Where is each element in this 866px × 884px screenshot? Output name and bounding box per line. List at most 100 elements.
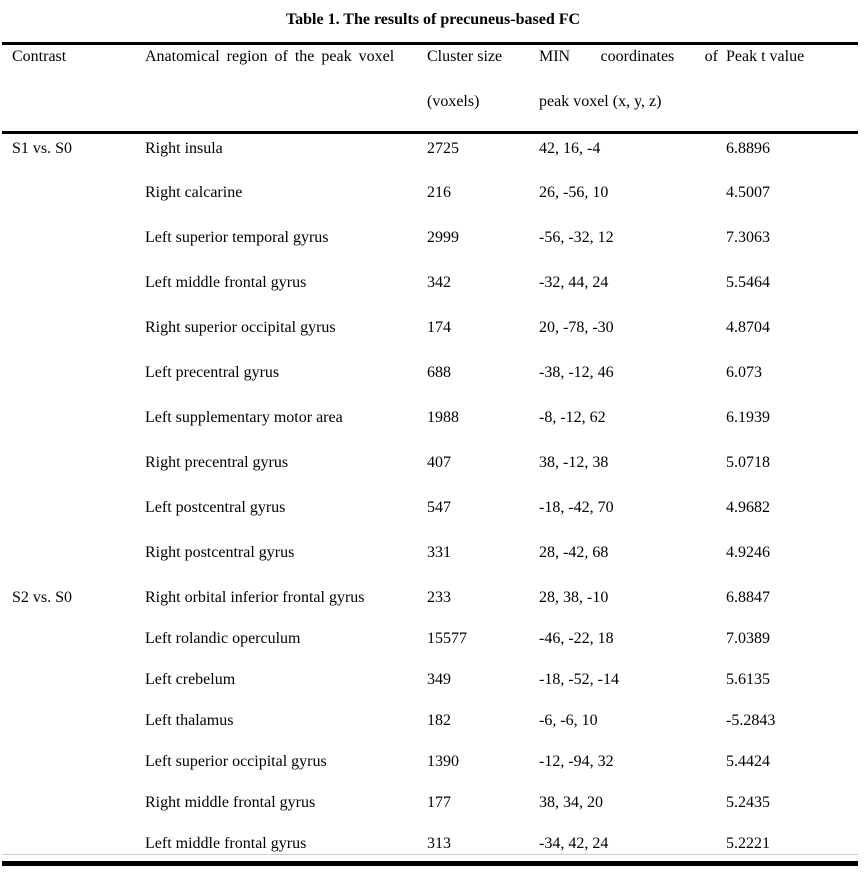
bottom-rule-spacer xyxy=(2,854,858,864)
cell-region: Right insula xyxy=(145,140,223,157)
cell-coordinates: 26, -56, 10 xyxy=(539,183,609,201)
cell-region: Left rolandic operculum xyxy=(145,629,301,647)
cell-cluster-size: 688 xyxy=(427,363,451,381)
header-cluster-line2: (voxels) xyxy=(427,93,480,110)
cell-cluster-size: 407 xyxy=(427,453,451,471)
cell-peak-t: 4.9682 xyxy=(726,498,770,516)
fc-results-table: Contrast Anatomical region of the peak v… xyxy=(2,42,858,866)
cell-region: Left superior occipital gyrus xyxy=(145,752,327,770)
cell-peak-t: 6.073 xyxy=(726,363,762,381)
header-region-line2 xyxy=(145,90,427,131)
cell-contrast xyxy=(2,706,145,747)
cell-coordinates: 38, -12, 38 xyxy=(539,453,609,471)
cell-region: Left postcentral gyrus xyxy=(145,498,286,516)
cell-contrast xyxy=(2,747,145,788)
cell-coordinates: 28, -42, 68 xyxy=(539,543,609,561)
table-foot xyxy=(2,854,858,864)
header-region-line1: Anatomical region of the peak voxel xyxy=(145,48,395,65)
cell-contrast xyxy=(2,223,145,268)
cell-contrast xyxy=(2,788,145,829)
col-header-region: Anatomical region of the peak voxel xyxy=(145,44,427,133)
cell-region: Left superior temporal gyrus xyxy=(145,228,329,246)
cell-coordinates: -8, -12, 62 xyxy=(539,408,606,426)
table-row: Right postcentral gyrus 331 28, -42, 68 … xyxy=(2,538,858,583)
cell-peak-t: 6.8896 xyxy=(726,140,770,157)
cell-region: Right calcarine xyxy=(145,183,243,201)
cell-contrast xyxy=(2,448,145,493)
cell-region: Right superior occipital gyrus xyxy=(145,318,336,336)
cell-coordinates: 20, -78, -30 xyxy=(539,318,614,336)
col-header-contrast: Contrast xyxy=(2,44,145,133)
cell-region: Left precentral gyrus xyxy=(145,363,280,381)
bottom-rule-spacer-row xyxy=(2,854,858,864)
cell-coordinates: -56, -32, 12 xyxy=(539,228,614,246)
cell-cluster-size: 177 xyxy=(427,793,451,811)
cell-contrast xyxy=(2,313,145,358)
cell-coordinates: -18, -52, -14 xyxy=(539,670,619,688)
cell-contrast xyxy=(2,624,145,665)
table-row: Right precentral gyrus 407 38, -12, 38 5… xyxy=(2,448,858,493)
cell-coordinates: -12, -94, 32 xyxy=(539,752,614,770)
table-row: Left postcentral gyrus 547 -18, -42, 70 … xyxy=(2,493,858,538)
cell-peak-t: 5.2221 xyxy=(726,834,770,852)
cell-peak-t: 4.5007 xyxy=(726,183,770,201)
cell-contrast xyxy=(2,178,145,223)
cell-peak-t: 7.0389 xyxy=(726,629,770,647)
cell-coordinates: -46, -22, 18 xyxy=(539,629,614,647)
header-row: Contrast Anatomical region of the peak v… xyxy=(2,44,858,133)
cell-coordinates: 42, 16, -4 xyxy=(539,140,601,157)
cell-peak-t: 5.6135 xyxy=(726,670,770,688)
header-contrast-line2 xyxy=(12,90,145,131)
cell-peak-t: 6.1939 xyxy=(726,408,770,426)
cell-coordinates: -32, 44, 24 xyxy=(539,273,609,291)
cell-cluster-size: 1988 xyxy=(427,408,459,426)
cell-contrast xyxy=(2,538,145,583)
cell-coordinates: -34, 42, 24 xyxy=(539,834,609,852)
col-header-coordinates: MIN coordinates of peak voxel (x, y, z) xyxy=(539,44,726,133)
cell-cluster-size: 15577 xyxy=(427,629,467,647)
header-coordinates-line2: peak voxel (x, y, z) xyxy=(539,93,662,110)
cell-peak-t: 5.2435 xyxy=(726,793,770,811)
table-row: Right superior occipital gyrus 174 20, -… xyxy=(2,313,858,358)
table-row: S1 vs. S0 Right insula 2725 42, 16, -4 6… xyxy=(2,133,858,178)
cell-region: Right middle frontal gyrus xyxy=(145,793,316,811)
cell-cluster-size: 547 xyxy=(427,498,451,516)
table-row: Left superior occipital gyrus 1390 -12, … xyxy=(2,747,858,788)
cell-region: Right precentral gyrus xyxy=(145,453,289,471)
cell-contrast xyxy=(2,829,145,855)
table-header: Contrast Anatomical region of the peak v… xyxy=(2,44,858,133)
cell-region: Right orbital inferior frontal gyrus xyxy=(145,588,365,606)
cell-region: Left middle frontal gyrus xyxy=(145,834,307,852)
cell-cluster-size: 2999 xyxy=(427,228,459,246)
cell-contrast: S1 vs. S0 xyxy=(12,140,73,157)
cell-peak-t: 6.8847 xyxy=(726,588,770,606)
cell-peak-t: 5.5464 xyxy=(726,273,770,291)
cell-contrast xyxy=(2,358,145,403)
cell-contrast xyxy=(2,403,145,448)
cell-contrast xyxy=(2,268,145,313)
cell-contrast: S2 vs. S0 xyxy=(12,588,73,606)
cell-region: Left thalamus xyxy=(145,711,234,729)
table-row: Left middle frontal gyrus 313 -34, 42, 2… xyxy=(2,829,858,855)
header-coordinates-line1: MIN coordinates of xyxy=(539,48,718,65)
cell-coordinates: 38, 34, 20 xyxy=(539,793,603,811)
table-row: Right calcarine 216 26, -56, 10 4.5007 xyxy=(2,178,858,223)
col-header-peak-t: Peak t value xyxy=(726,44,858,133)
table-row: Right middle frontal gyrus 177 38, 34, 2… xyxy=(2,788,858,829)
table-row: Left supplementary motor area 1988 -8, -… xyxy=(2,403,858,448)
cell-cluster-size: 342 xyxy=(427,273,451,291)
cell-peak-t: 7.3063 xyxy=(726,228,770,246)
header-peak-t-line1: Peak t value xyxy=(726,48,805,65)
cell-cluster-size: 174 xyxy=(427,318,451,336)
cell-peak-t: 5.0718 xyxy=(726,453,770,471)
table-title: Table 1. The results of precuneus-based … xyxy=(285,11,581,28)
cell-contrast xyxy=(2,493,145,538)
cell-cluster-size: 331 xyxy=(427,543,451,561)
table-row: Left middle frontal gyrus 342 -32, 44, 2… xyxy=(2,268,858,313)
cell-peak-t: 4.8704 xyxy=(726,318,770,336)
cell-cluster-size: 182 xyxy=(427,711,451,729)
table-row: Left thalamus 182 -6, -6, 10 -5.2843 xyxy=(2,706,858,747)
table-row: Left rolandic operculum 15577 -46, -22, … xyxy=(2,624,858,665)
cell-cluster-size: 313 xyxy=(427,834,451,852)
